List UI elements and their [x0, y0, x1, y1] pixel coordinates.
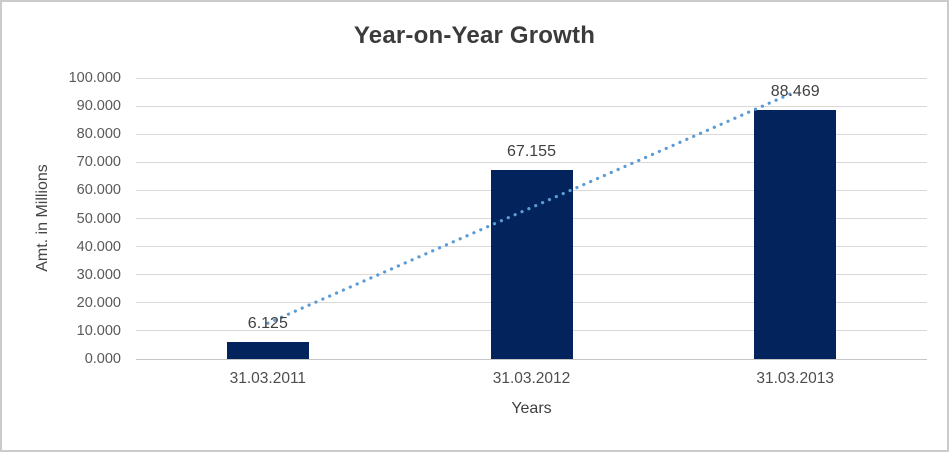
y-tick-label: 60.000	[76, 182, 121, 199]
x-tick-label: 31.03.2013	[756, 370, 834, 387]
x-tick-label: 31.03.2012	[492, 370, 571, 387]
y-tick-label: 80.000	[76, 126, 121, 143]
x-axis-line	[136, 358, 927, 360]
bar	[490, 170, 573, 359]
bar-data-label: 67.155	[507, 143, 556, 161]
bar	[754, 110, 837, 359]
y-tick-label: 90.000	[76, 98, 121, 115]
y-tick-label: 50.000	[76, 210, 121, 227]
bar-data-label: 88.469	[770, 83, 820, 101]
y-tick-label: 100.000	[68, 70, 121, 86]
gridline	[136, 77, 927, 79]
plot-area: 6.125 67.155 88.469	[136, 77, 927, 360]
bar-data-label: 6.125	[247, 314, 288, 332]
gridline	[136, 133, 927, 135]
bar	[226, 341, 309, 359]
trendline-layer	[266, 90, 797, 325]
gridline	[136, 105, 927, 107]
y-tick-label: 10.000	[76, 322, 121, 339]
y-tick-label: 30.000	[76, 266, 121, 283]
x-axis-labels: 31.03.2011 31.03.2012 31.03.2013	[136, 370, 927, 390]
x-tick-label: 31.03.2011	[229, 370, 307, 387]
y-tick-label: 70.000	[76, 154, 121, 171]
gridline	[136, 161, 927, 163]
trendline	[266, 90, 797, 325]
y-tick-label: 0.000	[84, 351, 121, 367]
chart-title: Year-on-Year Growth	[353, 22, 596, 49]
y-axis-ticks: 0.000 10.000 20.000 30.000 40.000 50.000 60.00…	[2, 70, 123, 367]
y-tick-label: 40.000	[76, 238, 121, 255]
x-axis-title: Years	[511, 400, 552, 417]
y-tick-label: 20.000	[76, 294, 121, 311]
